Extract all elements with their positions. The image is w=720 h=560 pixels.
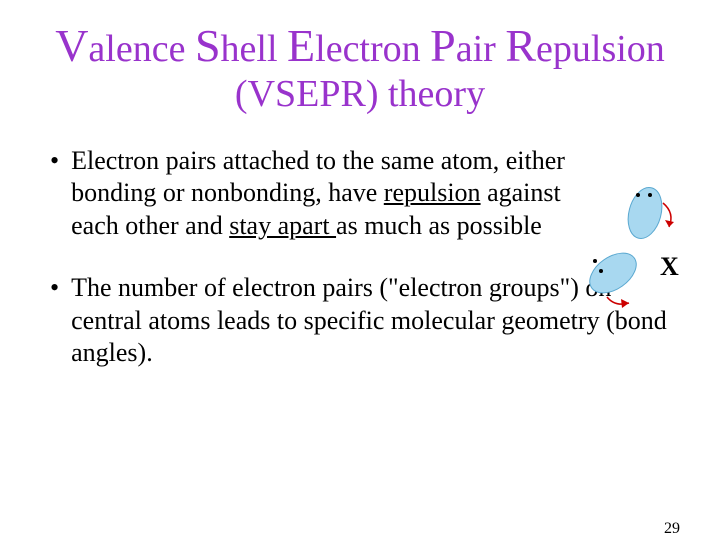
title-line2: (VSEPR) theory: [0, 73, 720, 117]
bullet-item: • Electron pairs attached to the same at…: [50, 145, 570, 243]
electron-dot: [648, 193, 652, 197]
electron-pair-diagram: X: [575, 185, 685, 315]
electron-dot: [593, 259, 597, 263]
diagram-x-label: X: [660, 252, 679, 281]
arrow-head: [665, 220, 674, 227]
lobe-upper: [623, 185, 667, 242]
lobe-lower: [583, 245, 644, 301]
bullet-marker: •: [50, 145, 59, 243]
title-line1: Valence Shell Electron Pair Repulsion: [0, 20, 720, 73]
bullet-marker: •: [50, 272, 59, 370]
page-number: 29: [664, 520, 680, 538]
slide-title: Valence Shell Electron Pair Repulsion (V…: [0, 20, 720, 117]
electron-dot: [636, 193, 640, 197]
electron-dot: [599, 269, 603, 273]
arrow-head: [621, 299, 629, 308]
bullet-text: Electron pairs attached to the same atom…: [71, 145, 570, 243]
